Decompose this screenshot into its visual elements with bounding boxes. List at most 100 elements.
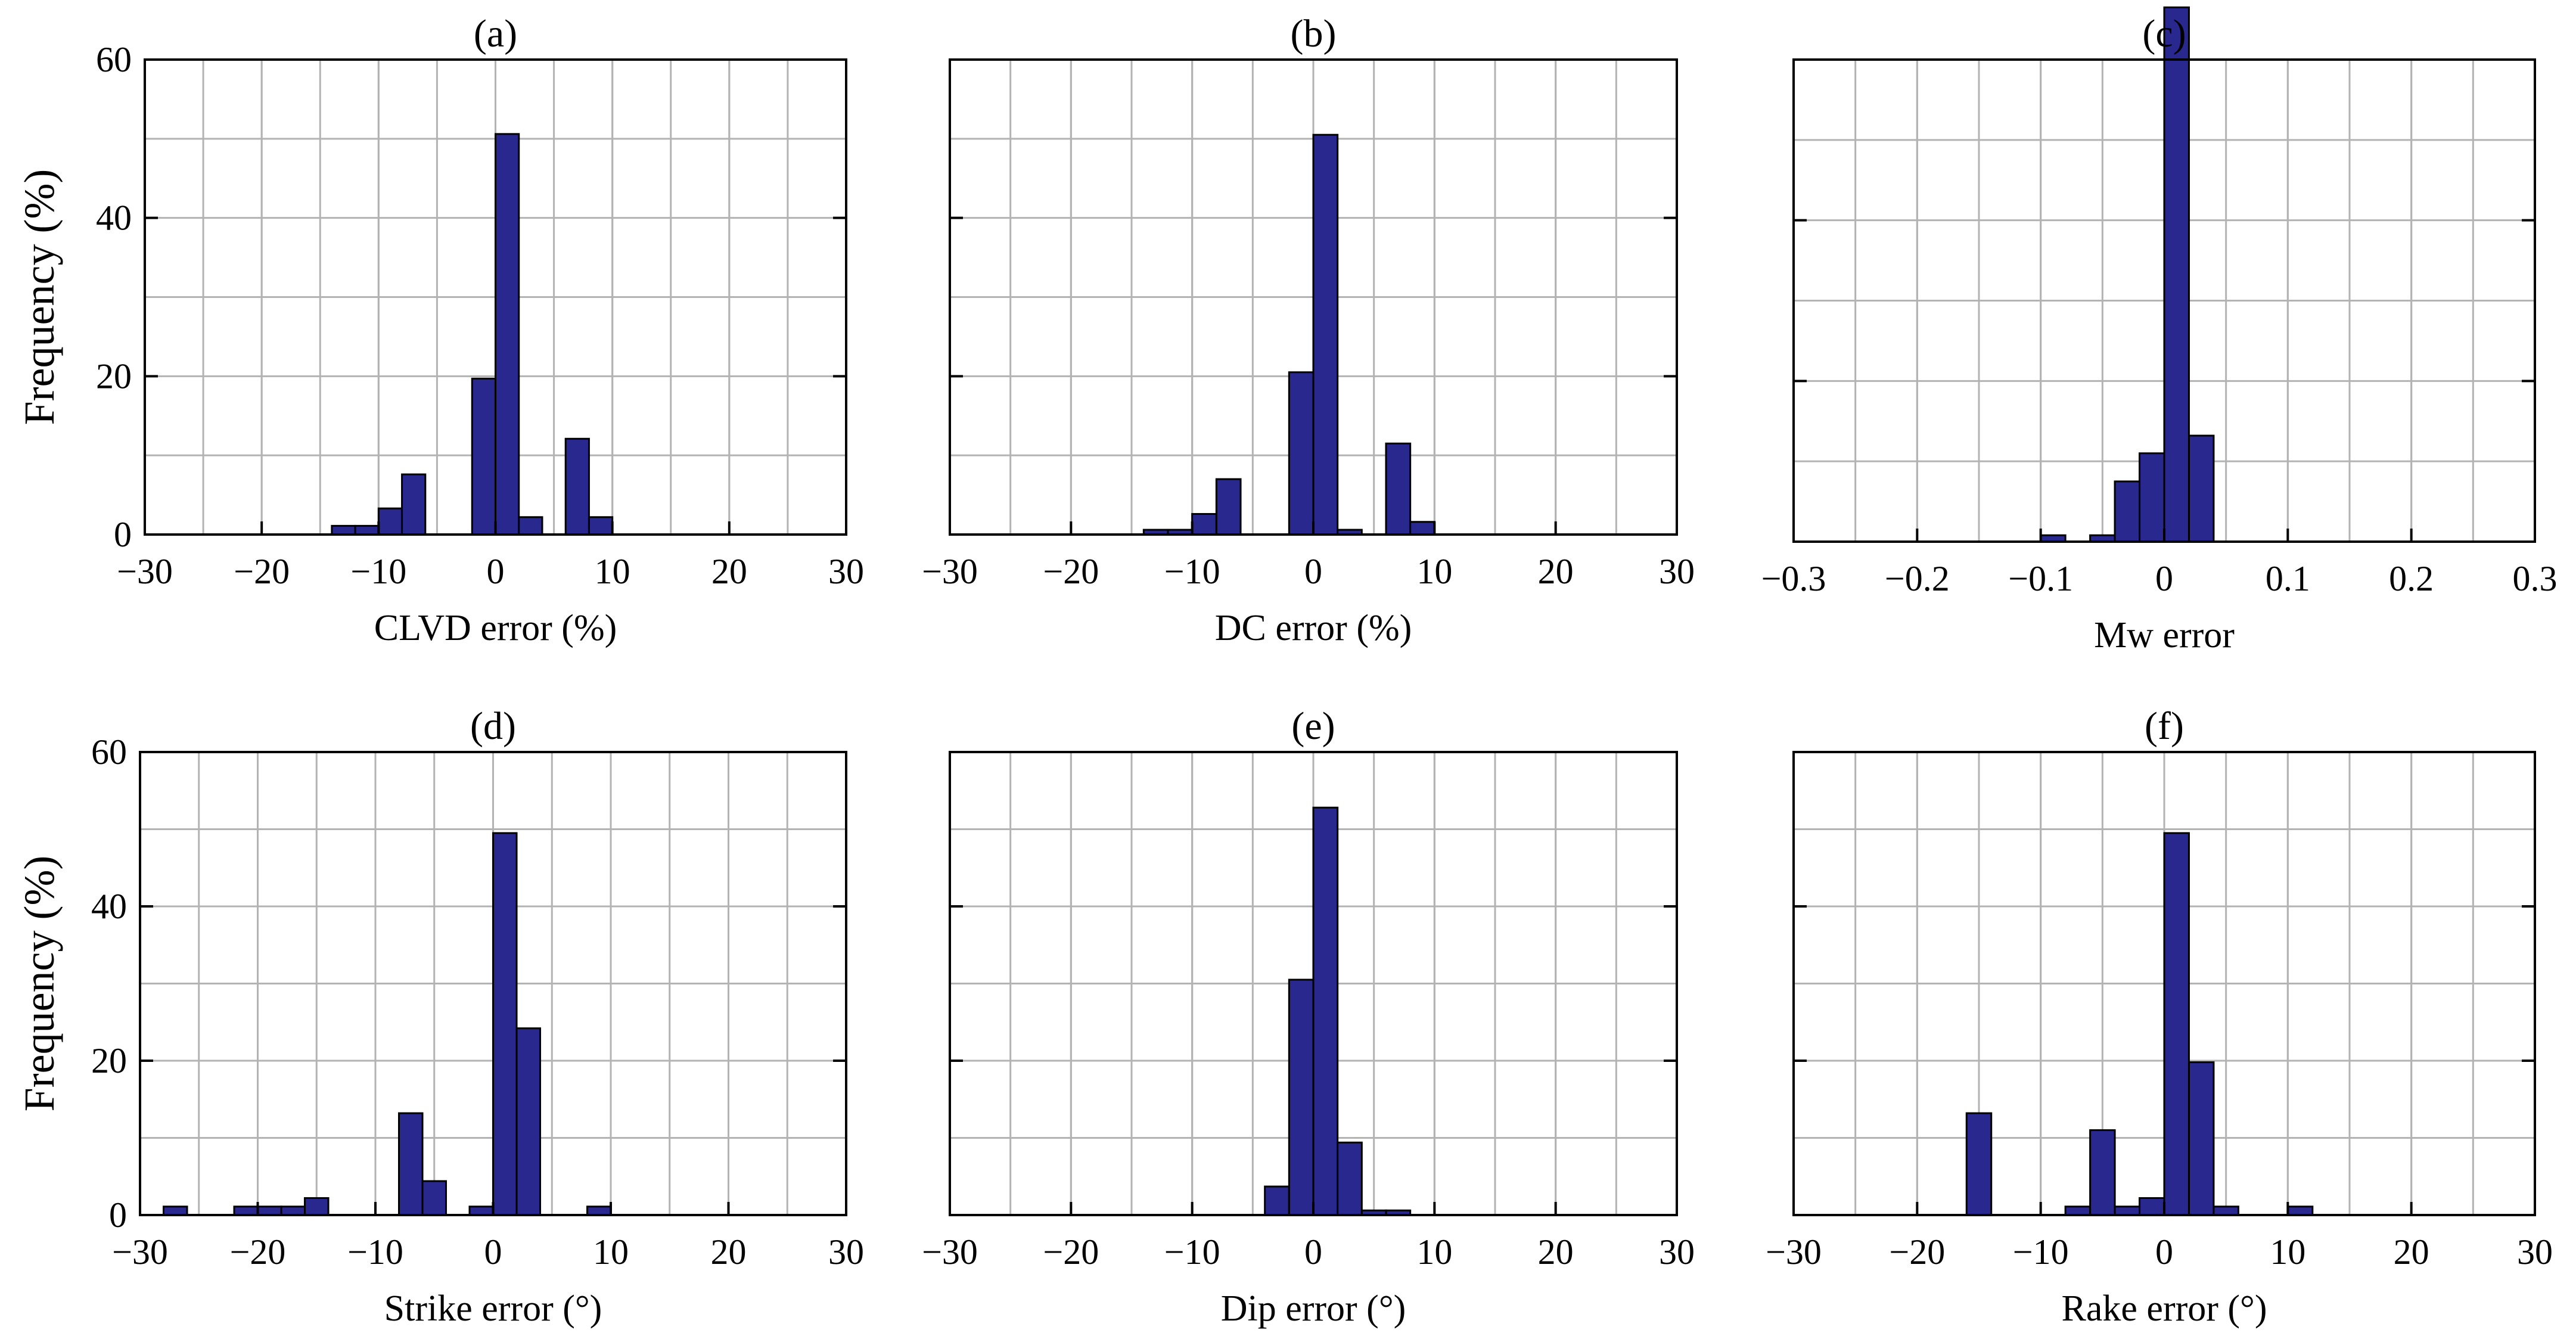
panel-title: (c)	[2142, 12, 2186, 55]
x-tick-label: −0.3	[1761, 559, 1826, 598]
histogram-bar	[518, 516, 543, 536]
histogram-bar	[1191, 512, 1217, 536]
histogram-bar	[233, 1206, 259, 1216]
x-tick-label: −20	[1043, 552, 1099, 591]
panel-4: 0 20 40 60 −30 −20 −10 0 10 20 30 (d) Strike error (…	[15, 704, 864, 1329]
histogram-bar	[331, 524, 356, 536]
x-tick-label: −10	[1164, 552, 1220, 591]
histogram-bar	[588, 516, 614, 536]
x-tick-label: 10	[1416, 552, 1452, 591]
histogram-bar	[1965, 1112, 1993, 1216]
x-tick-label: −20	[230, 1232, 286, 1272]
y-tick-label: 0	[114, 515, 132, 554]
x-tick-label: 0.3	[2513, 559, 2558, 598]
panel-1: 0 20 40 60 −30 −20 −10 0 10 20 30 (a) CLVD error (%)…	[15, 12, 864, 648]
y-axis-label: Frequency (%)	[15, 169, 63, 425]
histogram-bar	[421, 1180, 447, 1216]
y-axis-label: Frequency (%)	[15, 856, 63, 1112]
histogram-bar	[2114, 1206, 2141, 1216]
x-tick-label: 10	[593, 1232, 629, 1272]
x-tick-label: 20	[2394, 1232, 2429, 1272]
y-tick-label: 60	[96, 40, 132, 79]
y-tick-label: 40	[96, 198, 132, 238]
x-axis-label: Rake error (°)	[2062, 1288, 2267, 1329]
histogram-bar	[495, 133, 520, 536]
x-axis-label: Strike error (°)	[384, 1288, 602, 1329]
x-tick-label: 0.1	[2266, 559, 2310, 598]
y-tick-label: 20	[96, 356, 132, 396]
x-tick-label: 0	[2155, 559, 2173, 598]
x-tick-label: −10	[2013, 1232, 2069, 1272]
x-tick-label: 20	[711, 552, 747, 591]
y-tick-label: 20	[91, 1041, 127, 1080]
x-tick-label: −30	[1766, 1232, 1822, 1272]
histogram-bar	[401, 473, 427, 536]
histogram-bar	[1312, 806, 1339, 1216]
histogram-bar	[257, 1206, 282, 1216]
histogram-bar	[2213, 1206, 2239, 1216]
x-tick-label: 30	[2517, 1232, 2553, 1272]
x-tick-label: −30	[922, 1232, 978, 1272]
histogram-bar	[163, 1206, 188, 1216]
histogram-bar	[2187, 434, 2215, 543]
histogram-bar	[2064, 1206, 2092, 1216]
histogram-bar	[398, 1112, 424, 1216]
x-tick-label: −0.1	[2008, 559, 2073, 598]
x-axis-label: CLVD error (%)	[374, 608, 617, 648]
histogram-bar	[2163, 832, 2190, 1216]
histogram-bar	[492, 832, 518, 1216]
histogram-bar	[468, 1206, 494, 1216]
histogram-bar	[2114, 480, 2141, 543]
histogram-bar	[1264, 1185, 1290, 1216]
panel-6: −30 −20 −10 0 10 20 30 (f) Rake error (°)	[1766, 704, 2553, 1329]
x-tick-label: −10	[1164, 1232, 1220, 1272]
x-tick-label: 0	[1304, 1232, 1322, 1272]
histogram-bar	[1409, 521, 1435, 536]
x-tick-label: 10	[2270, 1232, 2305, 1272]
panel-title: (f)	[2145, 704, 2184, 748]
histogram-bar	[304, 1197, 330, 1216]
x-tick-label: 0	[484, 1232, 502, 1272]
x-axis-label: Mw error	[2094, 615, 2235, 655]
panel-5: −30 −20 −10 0 10 20 30 (e) Dip error (°)	[922, 704, 1695, 1329]
histogram-bar	[1288, 371, 1315, 536]
panel-title: (a)	[474, 12, 517, 55]
x-tick-label: 0	[487, 552, 505, 591]
x-tick-label: −20	[1043, 1232, 1099, 1272]
x-tick-label: −30	[117, 552, 173, 591]
histogram-bar	[515, 1027, 541, 1216]
x-tick-label: 30	[828, 1232, 864, 1272]
histogram-bar	[2139, 1197, 2165, 1216]
x-tick-label: 0	[1304, 552, 1322, 591]
histogram-bar	[1288, 978, 1315, 1216]
histogram-bar	[1337, 1141, 1363, 1216]
histogram-bar	[564, 437, 590, 536]
x-tick-label: 0	[2155, 1232, 2173, 1272]
y-tick-label: 40	[91, 887, 127, 926]
histogram-bar	[354, 524, 380, 536]
x-axis-label: Dip error (°)	[1221, 1288, 1406, 1329]
x-tick-label: 30	[1659, 552, 1695, 591]
y-tick-label: 60	[91, 732, 127, 772]
panel-title: (e)	[1291, 704, 1335, 748]
x-tick-label: 30	[828, 552, 864, 591]
x-tick-label: −30	[112, 1232, 168, 1272]
x-tick-label: 30	[1659, 1232, 1695, 1272]
histogram-bar	[2089, 1129, 2116, 1216]
histogram-bar	[2187, 1061, 2215, 1216]
histogram-bar	[1385, 442, 1412, 536]
x-axis-label: DC error (%)	[1215, 608, 1412, 648]
histogram-bar	[2163, 6, 2190, 543]
histogram-bar	[377, 507, 403, 536]
histogram-bar	[586, 1206, 612, 1216]
histogram-bar	[1312, 133, 1339, 536]
histogram-bar	[280, 1206, 306, 1216]
x-tick-label: 10	[595, 552, 630, 591]
x-tick-label: −20	[234, 552, 290, 591]
histogram-bar	[471, 377, 496, 536]
histogram-bar	[2139, 452, 2165, 543]
x-tick-label: −30	[922, 552, 978, 591]
x-tick-label: −10	[347, 1232, 403, 1272]
panel-title: (d)	[470, 704, 516, 748]
